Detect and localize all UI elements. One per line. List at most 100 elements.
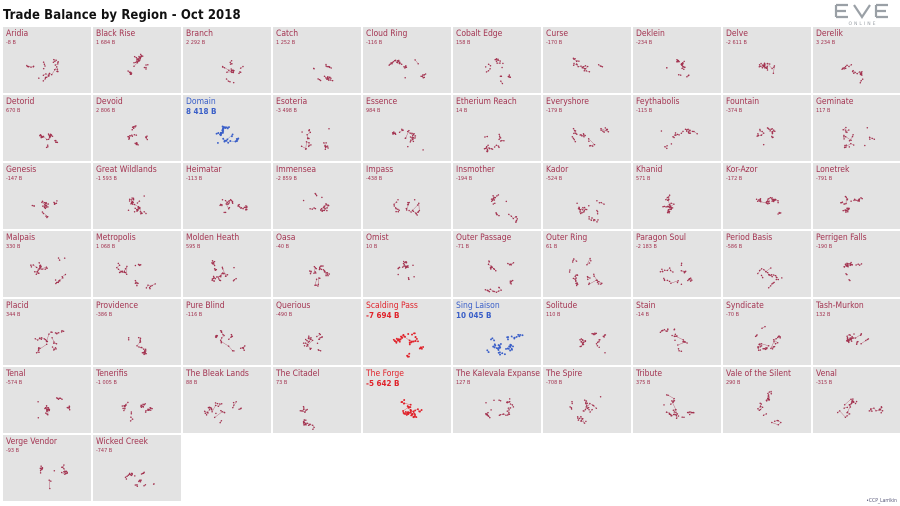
region-tile: Outer Passage -71 B bbox=[453, 231, 541, 297]
region-map-sketch bbox=[26, 58, 59, 82]
region-trade-balance: 290 B bbox=[726, 380, 741, 386]
region-map-sketch bbox=[576, 199, 605, 223]
region-trade-balance: -147 B bbox=[6, 176, 23, 182]
region-tile: Impass -438 B bbox=[363, 163, 451, 229]
region-name: Venal bbox=[816, 369, 837, 379]
region-tile: Kor-Azor -172 B bbox=[723, 163, 811, 229]
region-map-sketch bbox=[124, 471, 155, 488]
region-tile: Vale of the Silent 290 B bbox=[723, 367, 811, 433]
region-name: Tash-Murkon bbox=[816, 301, 864, 311]
region-tile: Venal -315 B bbox=[813, 367, 900, 433]
region-map-sketch bbox=[34, 329, 65, 354]
region-name: Derelik bbox=[816, 29, 843, 39]
region-trade-balance: 10 B bbox=[366, 244, 378, 250]
region-map-sketch bbox=[836, 398, 884, 418]
region-map-sketch bbox=[30, 257, 67, 285]
region-trade-balance: -1 005 B bbox=[96, 380, 117, 386]
region-trade-balance: -708 B bbox=[546, 380, 563, 386]
region-trade-balance: -8 B bbox=[6, 40, 16, 46]
region-map-sketch bbox=[758, 62, 776, 74]
region-trade-balance: -2 611 B bbox=[726, 40, 747, 46]
region-trade-balance: -1 593 B bbox=[96, 176, 117, 182]
region-tile: Outer Ring 61 B bbox=[543, 231, 631, 297]
region-map-sketch bbox=[31, 200, 58, 219]
region-tile: The Citadel 73 B bbox=[273, 367, 361, 433]
region-map-sketch bbox=[659, 328, 688, 353]
region-name: Oasa bbox=[276, 233, 296, 243]
eve-online-logo: ONLINE bbox=[834, 3, 888, 27]
region-tile: Domain 8 418 B bbox=[183, 95, 271, 161]
region-trade-balance: -791 B bbox=[816, 176, 833, 182]
region-tile: Etherium Reach 14 B bbox=[453, 95, 541, 161]
region-name: Paragon Soul bbox=[636, 233, 687, 243]
region-trade-balance: -70 B bbox=[726, 312, 740, 318]
region-tile: Scalding Pass -7 694 B bbox=[363, 299, 451, 365]
region-map-sketch bbox=[485, 398, 515, 419]
region-map-sketch bbox=[842, 126, 876, 149]
region-name: The Kalevala Expanse bbox=[456, 369, 540, 379]
region-map-sketch bbox=[660, 128, 698, 150]
region-tile: Perrigen Falls -190 B bbox=[813, 231, 900, 297]
region-map-sketch bbox=[127, 125, 149, 146]
region-name: Period Basis bbox=[726, 233, 773, 243]
region-name: Catch bbox=[276, 29, 299, 39]
region-tile: Derelik 3 234 B bbox=[813, 27, 900, 93]
region-map-sketch bbox=[756, 127, 776, 146]
region-map-sketch bbox=[39, 133, 59, 149]
region-trade-balance: -5 642 B bbox=[366, 379, 400, 388]
region-name: Cloud Ring bbox=[366, 29, 408, 39]
region-name: Placid bbox=[6, 301, 29, 311]
region-map-sketch bbox=[219, 198, 248, 214]
region-map-sketch bbox=[841, 63, 864, 84]
region-tile: Insmother -194 B bbox=[453, 163, 541, 229]
region-tile: Great Wildlands -1 593 B bbox=[93, 163, 181, 229]
region-tile: Aridia -8 B bbox=[3, 27, 91, 93]
region-trade-balance: 2 292 B bbox=[186, 40, 206, 46]
region-map-sketch bbox=[490, 194, 519, 223]
region-trade-balance: 595 B bbox=[186, 244, 201, 250]
region-name: Perrigen Falls bbox=[816, 233, 867, 243]
region-name: Kor-Azor bbox=[726, 165, 758, 175]
region-map-sketch bbox=[302, 192, 330, 212]
region-trade-balance: 73 B bbox=[276, 380, 288, 386]
region-trade-balance: 10 045 B bbox=[456, 311, 492, 320]
region-trade-balance: 158 B bbox=[456, 40, 471, 46]
region-map-sketch bbox=[757, 390, 782, 426]
region-name: Tenal bbox=[6, 369, 26, 379]
region-name: Delve bbox=[726, 29, 748, 39]
region-map-sketch bbox=[572, 57, 604, 73]
region-name: Detorid bbox=[6, 97, 35, 107]
region-tile: Catch 1 252 B bbox=[273, 27, 361, 93]
region-name: Pure Blind bbox=[186, 301, 225, 311]
region-name: Esoteria bbox=[276, 97, 308, 107]
region-name: Great Wildlands bbox=[96, 165, 157, 175]
region-tile: Heimatar -113 B bbox=[183, 163, 271, 229]
region-trade-balance: -116 B bbox=[366, 40, 383, 46]
region-trade-balance: -170 B bbox=[546, 40, 563, 46]
region-map-sketch bbox=[486, 333, 524, 356]
region-name: Genesis bbox=[6, 165, 37, 175]
region-map-sketch bbox=[483, 133, 505, 153]
region-name: Black Rise bbox=[96, 29, 136, 39]
region-map-sketch bbox=[116, 262, 156, 290]
region-map-sketch bbox=[568, 257, 603, 287]
region-map-sketch bbox=[211, 260, 237, 282]
region-tile: Detorid 670 B bbox=[3, 95, 91, 161]
region-trade-balance: 61 B bbox=[546, 244, 558, 250]
region-trade-balance: 110 B bbox=[546, 312, 561, 318]
region-trade-balance: 330 B bbox=[6, 244, 21, 250]
region-name: The Forge bbox=[366, 369, 404, 379]
region-trade-balance: -40 B bbox=[276, 244, 290, 250]
region-tile: Feythabolis -115 B bbox=[633, 95, 721, 161]
region-map-sketch bbox=[543, 299, 631, 365]
region-map-sketch bbox=[659, 262, 693, 285]
region-tile: Stain -14 B bbox=[633, 299, 721, 365]
region-tile: Devoid 2 806 B bbox=[93, 95, 181, 161]
region-map-sketch bbox=[662, 194, 675, 214]
region-name: Essence bbox=[366, 97, 398, 107]
region-map-sketch bbox=[39, 464, 68, 490]
region-name: Lonetrek bbox=[816, 165, 850, 175]
region-trade-balance: -194 B bbox=[456, 176, 473, 182]
region-tile: Delve -2 611 B bbox=[723, 27, 811, 93]
region-map-sketch bbox=[308, 265, 331, 287]
